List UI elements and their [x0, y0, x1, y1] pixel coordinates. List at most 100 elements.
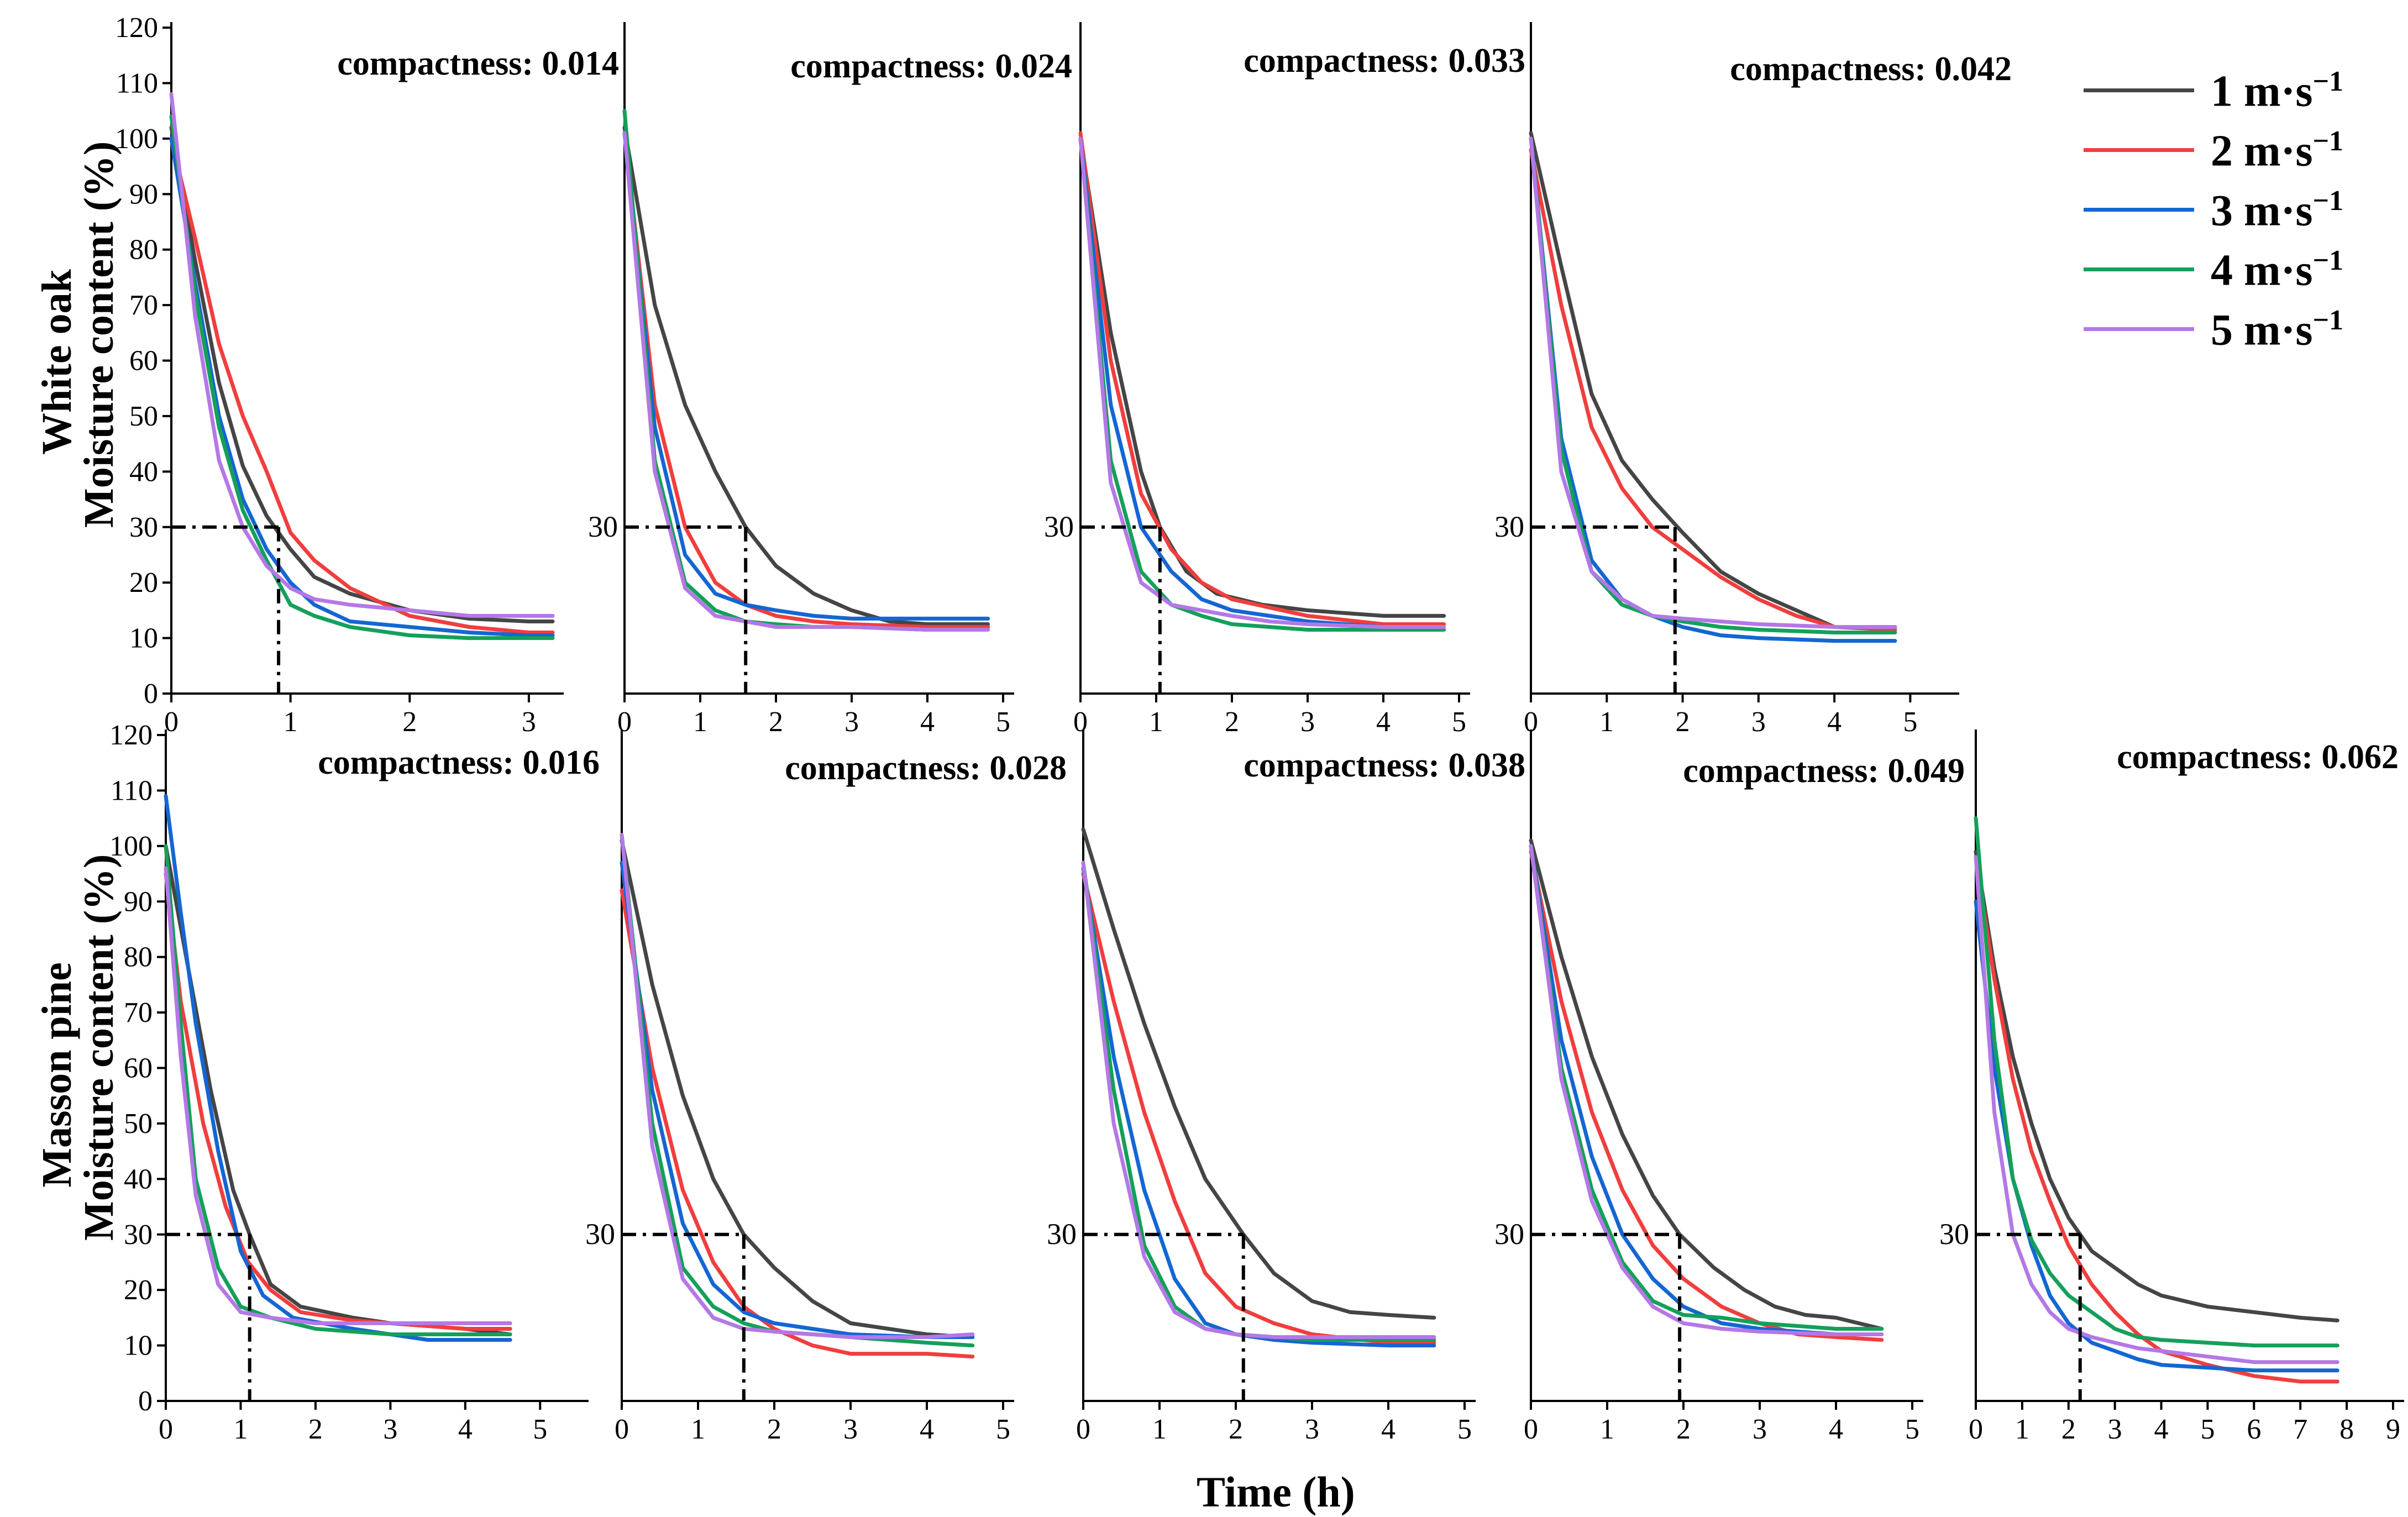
legend-label: 5 m·s−1 [2211, 305, 2344, 355]
panel-title: compactness: 0.028 [785, 749, 1067, 787]
panel-title: compactness: 0.016 [318, 744, 600, 781]
series-line-1 [1529, 131, 1897, 629]
x-tick-label: 3 [2108, 1414, 2122, 1445]
x-tick-label: 4 [1827, 706, 1842, 738]
series-line-3 [620, 860, 975, 1339]
chart-panel-5: 0 1 2 3 4 5 30 compactness: 0.028 [585, 729, 1067, 1445]
x-tick-label: 4 [920, 706, 935, 738]
x-tick-label: 4 [458, 1414, 473, 1445]
x-tick-label: 5 [1905, 1414, 1919, 1445]
x-tick-label: 4 [2154, 1414, 2169, 1445]
series-line-1 [622, 125, 990, 626]
row-label-quantity: Moisture content (%) [76, 141, 122, 528]
panel-title: compactness: 0.024 [790, 48, 1072, 85]
x-tick-label: 2 [402, 706, 417, 738]
x-tick-label: 1 [1149, 706, 1163, 738]
y-tick-label: 60 [124, 1053, 153, 1084]
series-line-5 [622, 131, 990, 632]
chart-panel-0: 0 1 2 30 10 20 30 40 50 60 70 80 90 100 110 120 compactn… [115, 12, 619, 738]
series-line-2 [1081, 872, 1436, 1345]
series-line-4 [164, 844, 512, 1336]
y-tick-label: 20 [124, 1274, 153, 1306]
panel-title: compactness: 0.033 [1244, 42, 1525, 80]
y-tick-label: 30 [129, 512, 158, 543]
x-tick-label: 5 [1452, 706, 1466, 738]
y-tick-label: 110 [116, 67, 158, 99]
series-line-3 [622, 131, 990, 621]
legend-label: 4 m·s−1 [2211, 245, 2344, 295]
y-tick-label: 90 [124, 886, 153, 917]
x-tick-label: 3 [1753, 1414, 1767, 1445]
y-tick-label: 0 [144, 678, 158, 710]
series-line-2 [1529, 148, 1897, 632]
y-tick-label: 110 [111, 775, 153, 806]
guide-label: 30 [1939, 1217, 1969, 1251]
y-tick-label: 80 [124, 942, 153, 973]
legend-item: 4 m·s−1 [2078, 240, 2388, 300]
series-line-4 [1529, 137, 1897, 634]
series-line-1 [1529, 838, 1884, 1331]
panel-title: compactness: 0.049 [1683, 752, 1965, 790]
x-tick-label: 5 [996, 1414, 1010, 1445]
panel-title: compactness: 0.014 [337, 45, 619, 82]
series-line-5 [1529, 137, 1897, 629]
row-label-species: Masson pine [34, 962, 80, 1188]
series-line-2 [1974, 855, 2339, 1384]
x-tick-label: 2 [1676, 706, 1690, 738]
guide-label: 30 [1494, 1217, 1524, 1251]
x-tick-label: 5 [533, 1414, 547, 1445]
x-tick-label: 3 [1305, 1414, 1319, 1445]
series-line-4 [1081, 860, 1436, 1342]
x-tick-label: 2 [767, 1414, 781, 1445]
series-line-5 [169, 92, 555, 618]
x-tick-label: 4 [1376, 706, 1391, 738]
x-tick-label: 4 [920, 1414, 934, 1445]
x-tick-label: 7 [2293, 1414, 2307, 1445]
series-line-1 [620, 838, 975, 1339]
x-tick-label: 0 [159, 1414, 173, 1445]
x-tick-label: 1 [233, 1414, 248, 1445]
series-line-4 [1078, 137, 1446, 632]
x-tick-label: 3 [522, 706, 536, 738]
y-tick-label: 40 [124, 1163, 153, 1195]
row-label-white-oak: White oak Moisture content (%) [34, 141, 130, 528]
y-tick-label: 70 [124, 997, 153, 1028]
x-tick-label: 1 [2015, 1414, 2029, 1445]
y-tick-label: 120 [109, 720, 153, 751]
x-tick-label: 5 [1457, 1414, 1472, 1445]
x-tick-label: 0 [615, 1414, 629, 1445]
series-line-3 [169, 137, 555, 638]
legend-item: 2 m·s−1 [2078, 120, 2388, 180]
series-line-1 [1081, 827, 1436, 1320]
y-tick-label: 10 [129, 623, 158, 654]
series-line-5 [1081, 860, 1436, 1339]
series-line-2 [1078, 131, 1446, 626]
y-tick-label: 50 [124, 1108, 153, 1140]
row-label-quantity: Moisture content (%) [76, 854, 122, 1241]
x-tick-label: 0 [1073, 706, 1088, 738]
x-tick-label: 5 [1903, 706, 1917, 738]
chart-panel-2: 0 1 2 3 4 5 30 compactness: 0.033 [1044, 22, 1525, 738]
chart-panel-6: 0 1 2 3 4 5 30 compactness: 0.038 [1047, 729, 1525, 1445]
series-line-4 [1974, 816, 2339, 1348]
x-tick-label: 0 [1524, 1414, 1538, 1445]
series-line-5 [1974, 855, 2339, 1364]
series-line-5 [1529, 844, 1884, 1336]
series-line-2 [622, 131, 990, 629]
legend-item: 1 m·s−1 [2078, 61, 2388, 120]
x-tick-label: 1 [1152, 1414, 1167, 1445]
guide-label: 30 [588, 510, 618, 543]
x-tick-label: 5 [2200, 1414, 2215, 1445]
x-tick-label: 8 [2339, 1414, 2354, 1445]
x-tick-label: 0 [617, 706, 632, 738]
chart-panel-7: 0 1 2 3 4 5 30 compactness: 0.049 [1494, 729, 1965, 1445]
x-tick-label: 4 [1829, 1414, 1843, 1445]
series-line-4 [622, 109, 990, 632]
series-line-5 [1078, 137, 1446, 629]
x-tick-label: 1 [284, 706, 298, 738]
legend-swatch [2084, 208, 2194, 212]
x-tick-label: 5 [996, 706, 1010, 738]
y-tick-label: 70 [129, 290, 158, 321]
series-line-2 [169, 137, 555, 634]
